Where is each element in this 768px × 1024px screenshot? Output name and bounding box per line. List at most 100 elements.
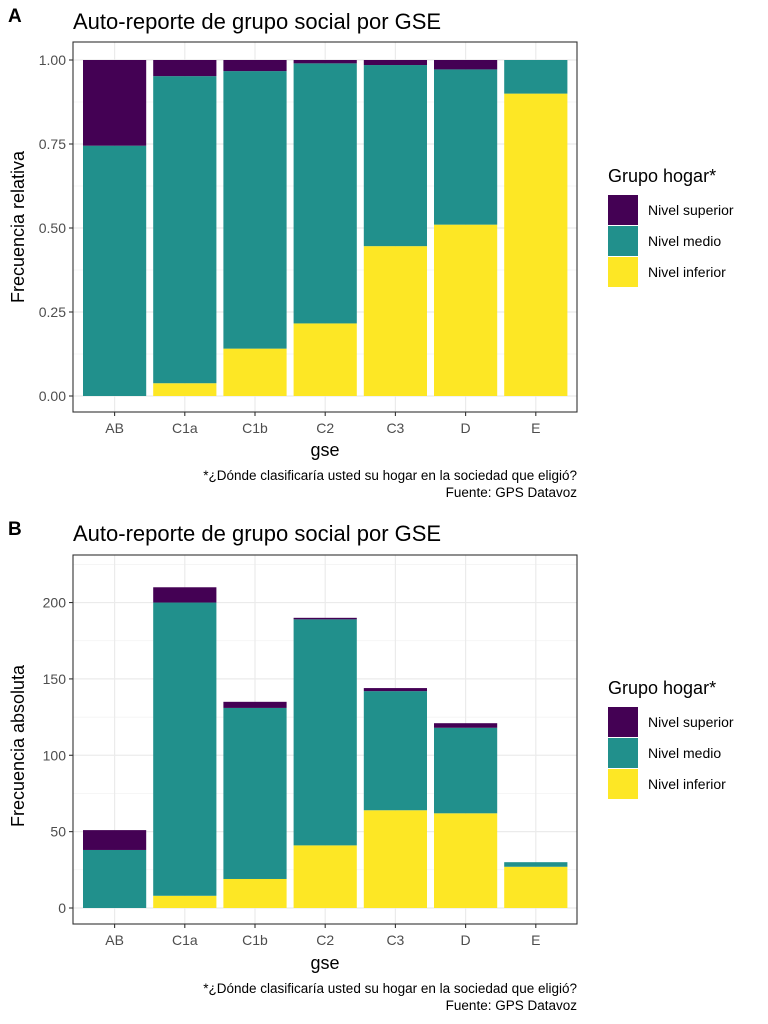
bar-ab-nivel-superior xyxy=(83,830,147,850)
chart-b-xlabel: gse xyxy=(310,953,339,973)
x-tick-label: C1b xyxy=(242,420,268,436)
bar-ab-nivel-superior xyxy=(83,60,147,146)
bar-ab-nivel-medio xyxy=(83,849,147,908)
panel-a: A Auto-reporte de grupo social por GSE F… xyxy=(8,6,734,500)
chart-b-plot xyxy=(72,554,578,925)
legend-b-title: Grupo hogar* xyxy=(608,678,716,698)
chart-a-bars xyxy=(83,60,568,396)
y-tick-label: 150 xyxy=(43,671,67,687)
x-tick-label: E xyxy=(531,932,540,948)
x-tick-label: C3 xyxy=(386,932,404,948)
bar-c1b-nivel-medio xyxy=(223,71,287,349)
bar-c1a-nivel-inferior xyxy=(153,383,217,396)
chart-b-title: Auto-reporte de grupo social por GSE xyxy=(73,521,441,546)
bar-c3-nivel-inferior xyxy=(363,810,427,908)
bar-d-nivel-medio xyxy=(434,727,498,814)
bar-ab-nivel-medio xyxy=(83,145,147,396)
x-tick-label: AB xyxy=(105,932,124,948)
bar-c1a-nivel-medio xyxy=(153,76,217,384)
y-tick-label: 0 xyxy=(58,900,66,916)
y-tick-label: 100 xyxy=(43,747,67,763)
chart-a-plot xyxy=(72,41,578,413)
x-tick-label: D xyxy=(461,420,471,436)
legend-a-swatch-inferior xyxy=(608,257,638,287)
y-tick-label: 0.00 xyxy=(39,388,66,404)
bar-c3-nivel-superior xyxy=(363,688,427,692)
bar-d-nivel-medio xyxy=(434,69,498,225)
bar-c1b-nivel-medio xyxy=(223,707,287,879)
x-tick-label: C2 xyxy=(316,420,334,436)
chart-a-y-axis: 0.00 0.25 0.50 0.75 1.00 xyxy=(39,52,73,404)
bar-d-nivel-superior xyxy=(434,723,498,728)
chart-b-caption-source: Fuente: GPS Datavoz xyxy=(446,998,578,1013)
chart-b-caption-question: *¿Dónde clasificaría usted su hogar en l… xyxy=(203,981,577,996)
bar-e-nivel-inferior xyxy=(504,93,568,396)
chart-b-bars xyxy=(83,587,568,908)
bar-c2-nivel-medio xyxy=(293,63,357,324)
y-tick-label: 50 xyxy=(50,824,66,840)
bar-c3-nivel-medio xyxy=(363,65,427,247)
x-tick-label: C1a xyxy=(172,420,198,436)
panel-b: B Auto-reporte de grupo social por GSE F… xyxy=(8,519,734,1013)
x-tick-label: C1a xyxy=(172,932,198,948)
chart-a-x-axis: AB C1a C1b C2 C3 D E xyxy=(105,412,540,436)
chart-a-caption-question: *¿Dónde clasificaría usted su hogar en l… xyxy=(203,468,577,483)
bar-c2-nivel-inferior xyxy=(293,323,357,396)
legend-a-swatch-superior xyxy=(608,195,638,225)
chart-a-xlabel: gse xyxy=(310,440,339,460)
chart-b-x-axis: AB C1a C1b C2 C3 D E xyxy=(105,924,540,948)
y-tick-label: 0.25 xyxy=(39,304,66,320)
bar-c2-nivel-inferior xyxy=(293,845,357,908)
chart-a-caption-source: Fuente: GPS Datavoz xyxy=(446,485,578,500)
x-tick-label: C3 xyxy=(386,420,404,436)
legend-b-label-medio: Nivel medio xyxy=(648,745,721,761)
x-tick-label: E xyxy=(531,420,540,436)
legend-a-label-inferior: Nivel inferior xyxy=(648,264,726,280)
chart-a-ylabel: Frecuencia relativa xyxy=(8,150,28,303)
chart-a-title: Auto-reporte de grupo social por GSE xyxy=(73,9,441,34)
bar-c1a-nivel-superior xyxy=(153,587,217,603)
bar-d-nivel-inferior xyxy=(434,813,498,908)
bar-c1b-nivel-superior xyxy=(223,701,287,708)
panel-letter-a: A xyxy=(8,6,22,27)
bar-c1b-nivel-superior xyxy=(223,60,287,72)
bar-c2-nivel-medio xyxy=(293,619,357,846)
legend-b-swatch-medio xyxy=(608,738,638,768)
chart-a-legend: Grupo hogar* Nivel superior Nivel medio … xyxy=(608,166,734,287)
y-tick-label: 0.75 xyxy=(39,136,66,152)
y-tick-label: 0.50 xyxy=(39,220,66,236)
bar-e-nivel-inferior xyxy=(504,866,568,908)
legend-b-swatch-superior xyxy=(608,707,638,737)
chart-b-y-axis: 0 50 100 150 200 xyxy=(43,595,73,916)
legend-a-swatch-medio xyxy=(608,226,638,256)
chart-b-legend: Grupo hogar* Nivel superior Nivel medio … xyxy=(608,678,734,799)
legend-a-title: Grupo hogar* xyxy=(608,166,716,186)
x-tick-label: D xyxy=(461,932,471,948)
bar-d-nivel-inferior xyxy=(434,224,498,396)
bar-c2-nivel-superior xyxy=(293,60,357,64)
bar-c2-nivel-superior xyxy=(293,617,357,620)
legend-b-label-inferior: Nivel inferior xyxy=(648,776,726,792)
legend-b-swatch-inferior xyxy=(608,769,638,799)
bar-c1b-nivel-inferior xyxy=(223,878,287,908)
bar-c3-nivel-inferior xyxy=(363,246,427,396)
legend-a-label-medio: Nivel medio xyxy=(648,233,721,249)
bar-c1b-nivel-inferior xyxy=(223,348,287,396)
panel-letter-b: B xyxy=(8,519,22,540)
x-tick-label: C1b xyxy=(242,932,268,948)
bar-c1a-nivel-medio xyxy=(153,602,217,896)
legend-b-label-superior: Nivel superior xyxy=(648,714,734,730)
bar-c3-nivel-medio xyxy=(363,691,427,811)
bar-c1a-nivel-inferior xyxy=(153,895,217,908)
bar-d-nivel-superior xyxy=(434,60,498,70)
x-tick-label: AB xyxy=(105,420,124,436)
bar-e-nivel-medio xyxy=(504,60,568,94)
bar-c3-nivel-superior xyxy=(363,60,427,66)
chart-b-ylabel: Frecuencia absoluta xyxy=(8,664,28,827)
x-tick-label: C2 xyxy=(316,932,334,948)
bar-c1a-nivel-superior xyxy=(153,60,217,77)
y-tick-label: 1.00 xyxy=(39,52,66,68)
bar-e-nivel-medio xyxy=(504,862,568,867)
legend-a-label-superior: Nivel superior xyxy=(648,202,734,218)
